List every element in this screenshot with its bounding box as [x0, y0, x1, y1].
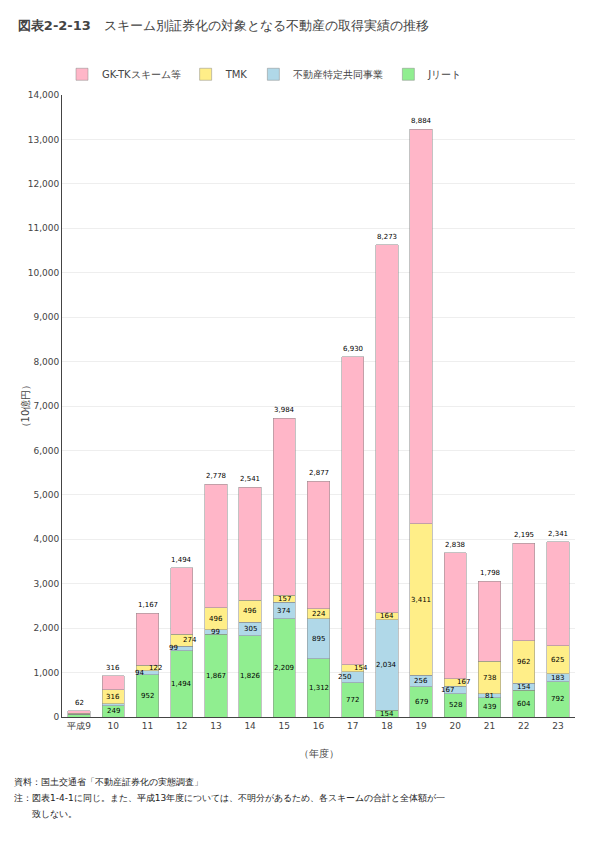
svg-text:21: 21 [484, 721, 495, 731]
svg-text:157: 157 [278, 595, 291, 603]
svg-text:Jリート: Jリート [427, 69, 461, 80]
svg-text:439: 439 [483, 703, 496, 711]
svg-text:2,838: 2,838 [445, 541, 465, 549]
svg-text:2,034: 2,034 [376, 661, 397, 669]
svg-text:資料：国土交通省「不動産証券化の実態調査」: 資料：国土交通省「不動産証券化の実態調査」 [14, 777, 203, 787]
svg-text:7,000: 7,000 [33, 401, 59, 411]
svg-text:11: 11 [142, 721, 153, 731]
svg-text:0: 0 [53, 712, 59, 722]
svg-text:895: 895 [312, 635, 325, 643]
svg-text:2,877: 2,877 [309, 469, 329, 477]
svg-text:122: 122 [149, 664, 162, 672]
svg-text:15: 15 [279, 721, 290, 731]
svg-text:13: 13 [210, 721, 221, 731]
svg-text:（10億円）: （10億円） [20, 380, 31, 433]
svg-text:23: 23 [552, 721, 563, 731]
svg-text:2,778: 2,778 [206, 472, 226, 480]
svg-text:3,411: 3,411 [411, 596, 431, 604]
svg-text:1,494: 1,494 [171, 556, 192, 564]
svg-text:224: 224 [312, 610, 326, 618]
svg-text:316: 316 [106, 693, 120, 701]
svg-text:10: 10 [108, 721, 120, 731]
svg-text:183: 183 [551, 674, 564, 682]
svg-text:528: 528 [449, 701, 462, 709]
svg-text:3,000: 3,000 [33, 579, 59, 589]
svg-text:256: 256 [414, 677, 428, 685]
svg-text:12,000: 12,000 [28, 179, 60, 189]
svg-text:99: 99 [211, 628, 220, 636]
svg-text:10,000: 10,000 [28, 268, 60, 278]
svg-text:81: 81 [485, 692, 494, 700]
svg-text:11,000: 11,000 [28, 223, 60, 233]
svg-text:1,798: 1,798 [480, 569, 500, 577]
svg-text:1,494: 1,494 [171, 680, 192, 688]
svg-text:平成9: 平成9 [67, 721, 91, 731]
svg-text:2,195: 2,195 [514, 531, 534, 539]
svg-text:625: 625 [551, 656, 564, 664]
svg-text:154: 154 [517, 683, 531, 691]
svg-text:18: 18 [381, 721, 393, 731]
svg-text:図表2-2-13 スキーム別証券化の対象となる不動産の取得実: 図表2-2-13 スキーム別証券化の対象となる不動産の取得実績の推移 [18, 18, 429, 33]
svg-text:1,312: 1,312 [309, 684, 329, 692]
svg-text:1,000: 1,000 [33, 668, 59, 678]
svg-text:14: 14 [244, 721, 256, 731]
svg-text:6,930: 6,930 [343, 345, 363, 353]
svg-text:94: 94 [135, 669, 144, 677]
svg-text:致しない。: 致しない。 [14, 809, 77, 819]
svg-text:17: 17 [347, 721, 358, 731]
svg-text:1,867: 1,867 [206, 672, 226, 680]
svg-text:164: 164 [380, 612, 394, 620]
svg-text:99: 99 [169, 644, 178, 652]
svg-text:（年度）: （年度） [299, 748, 339, 759]
svg-text:249: 249 [107, 707, 120, 715]
svg-text:TMK: TMK [225, 69, 248, 80]
svg-text:62: 62 [75, 699, 84, 707]
svg-text:792: 792 [551, 695, 564, 703]
svg-text:19: 19 [415, 721, 427, 731]
svg-text:9,000: 9,000 [33, 312, 59, 322]
svg-text:952: 952 [141, 692, 154, 700]
svg-text:GK-TKスキーム等: GK-TKスキーム等 [102, 69, 181, 80]
svg-text:2,341: 2,341 [548, 530, 568, 538]
svg-text:22: 22 [518, 721, 529, 731]
svg-text:1,826: 1,826 [240, 672, 261, 680]
svg-text:4,000: 4,000 [33, 534, 59, 544]
svg-text:2,209: 2,209 [274, 664, 294, 672]
svg-text:167: 167 [457, 678, 470, 686]
svg-text:962: 962 [517, 658, 530, 666]
svg-text:679: 679 [415, 698, 428, 706]
svg-text:496: 496 [243, 607, 257, 615]
svg-text:3,984: 3,984 [274, 406, 295, 414]
svg-text:8,273: 8,273 [377, 233, 397, 241]
svg-text:154: 154 [354, 664, 368, 672]
svg-text:20: 20 [450, 721, 462, 731]
svg-text:374: 374 [277, 607, 291, 615]
svg-text:14,000: 14,000 [28, 90, 60, 100]
svg-text:12: 12 [176, 721, 187, 731]
svg-text:不動産特定共同事業: 不動産特定共同事業 [293, 69, 383, 80]
svg-text:5,000: 5,000 [33, 490, 59, 500]
svg-text:13,000: 13,000 [28, 135, 60, 145]
svg-text:8,000: 8,000 [33, 357, 59, 367]
svg-text:305: 305 [244, 625, 257, 633]
svg-text:6,000: 6,000 [33, 446, 59, 456]
svg-text:167: 167 [441, 686, 454, 694]
svg-text:604: 604 [517, 700, 531, 708]
svg-text:154: 154 [380, 710, 394, 718]
svg-text:2,000: 2,000 [33, 623, 59, 633]
svg-text:772: 772 [346, 696, 359, 704]
svg-text:1,167: 1,167 [138, 601, 158, 609]
svg-text:250: 250 [338, 673, 351, 681]
svg-text:注：図表1-4-1に同じ。また、平成13年度については、不明: 注：図表1-4-1に同じ。また、平成13年度については、不明分があるため、各スキ… [14, 793, 445, 803]
svg-text:2,541: 2,541 [240, 475, 260, 483]
svg-text:16: 16 [313, 721, 325, 731]
svg-text:274: 274 [183, 636, 197, 644]
svg-text:8,884: 8,884 [411, 117, 432, 125]
svg-text:738: 738 [483, 674, 496, 682]
svg-text:316: 316 [106, 664, 120, 672]
svg-text:496: 496 [209, 615, 223, 623]
